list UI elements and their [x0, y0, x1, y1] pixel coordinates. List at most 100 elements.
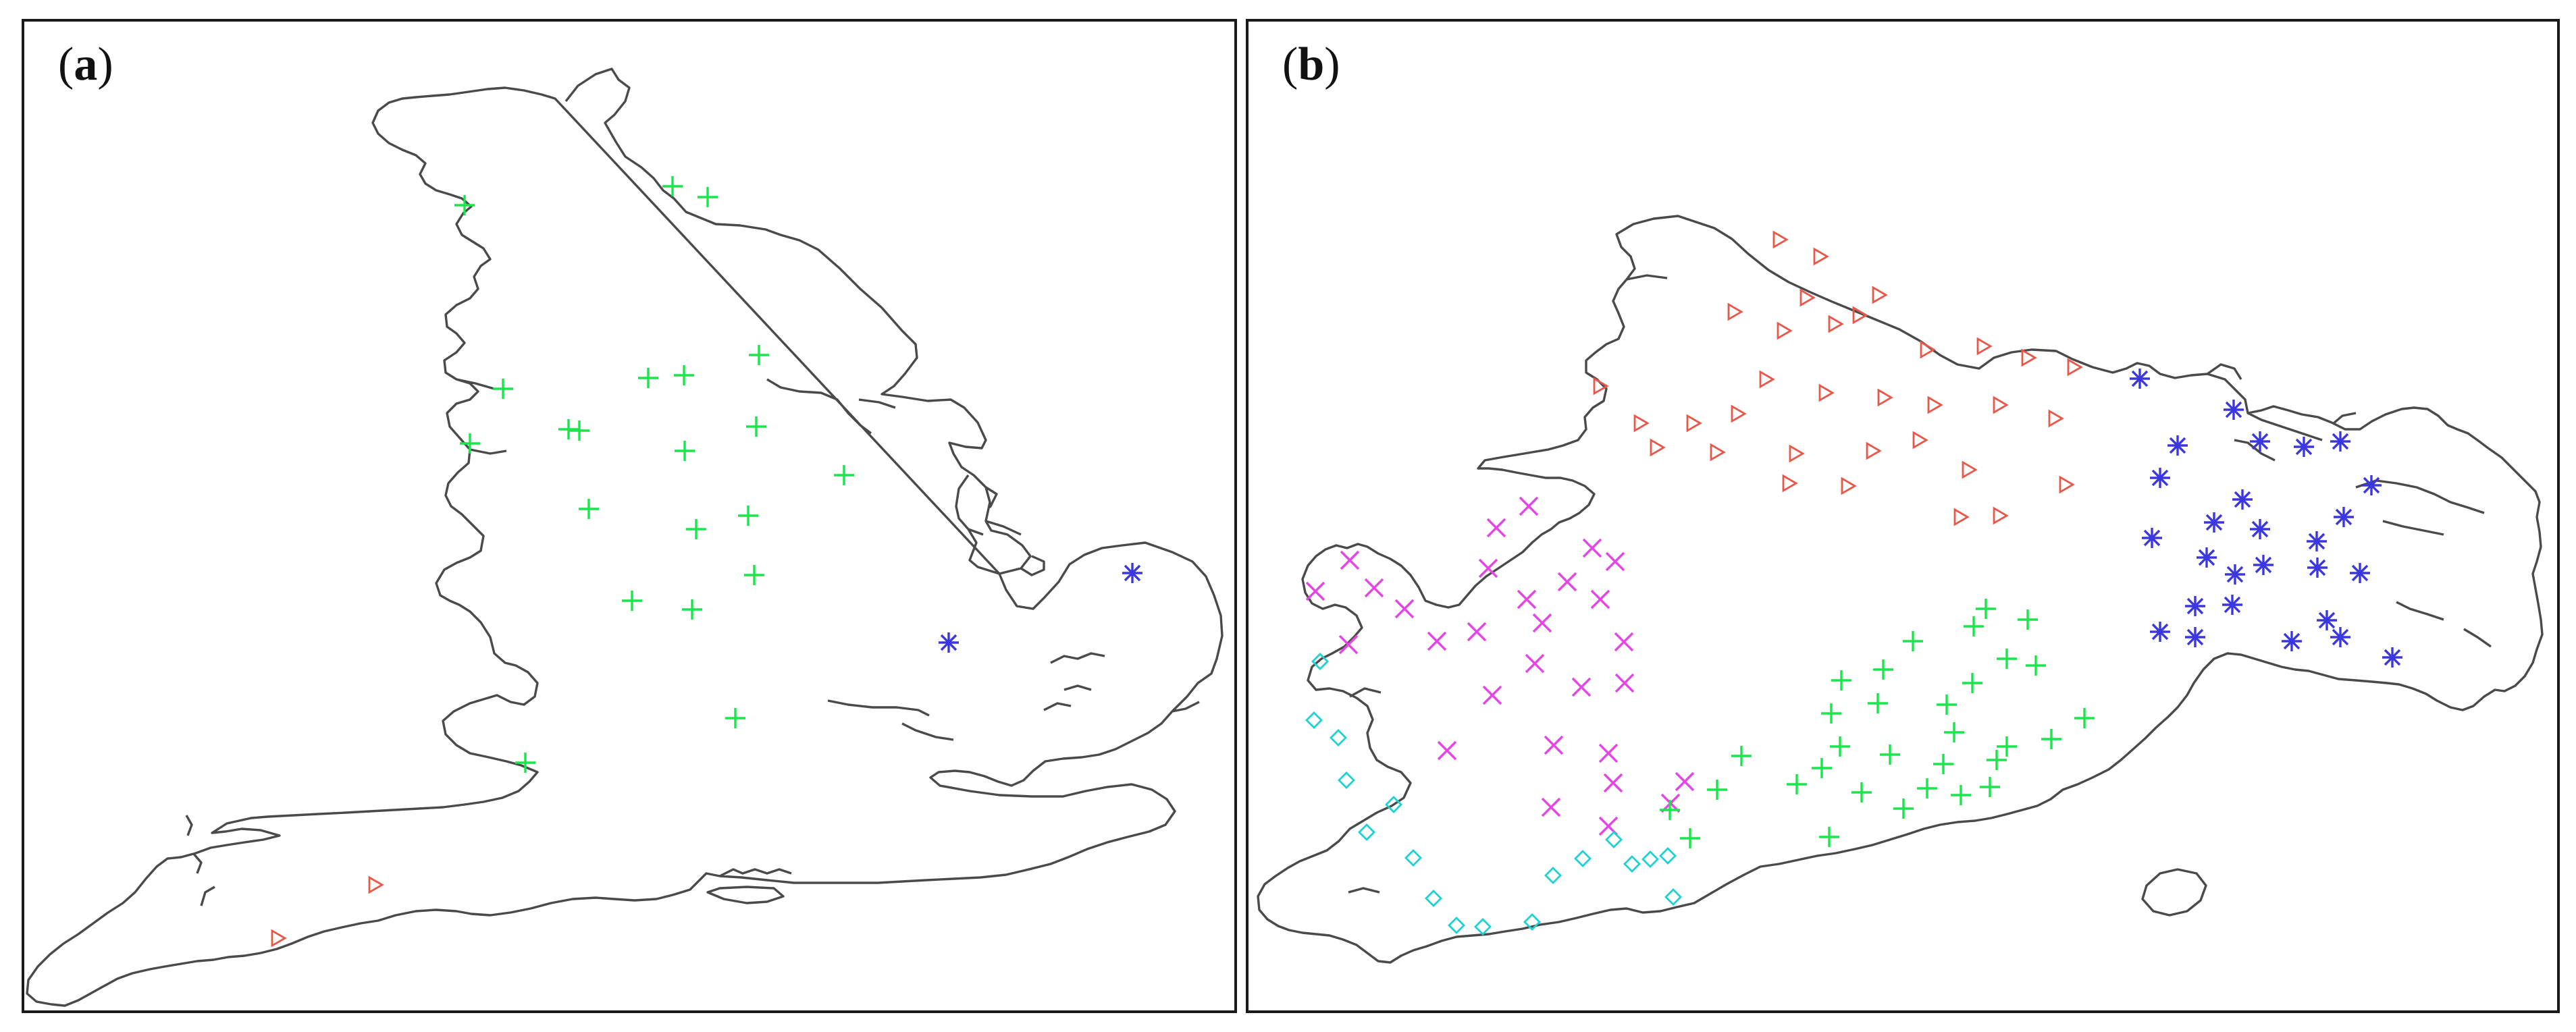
plus-marker — [725, 708, 745, 728]
asterisk-marker — [2225, 564, 2245, 585]
triangle-marker — [1953, 508, 1970, 526]
cross-marker — [1517, 589, 1537, 609]
cross-marker — [1675, 771, 1695, 792]
triangle-marker — [2048, 409, 2064, 428]
plus-marker — [579, 499, 599, 519]
triangle-marker — [1650, 438, 1666, 457]
asterisk-marker — [2317, 610, 2337, 630]
panel-b-label-letter: b — [1298, 38, 1325, 90]
diamond-marker — [1330, 729, 1347, 746]
asterisk-marker — [2222, 595, 2242, 615]
diamond-marker — [1385, 796, 1402, 813]
plus-marker — [1893, 798, 1914, 819]
plus-marker — [1880, 744, 1900, 765]
cross-marker — [1427, 631, 1447, 651]
plus-marker — [749, 345, 769, 365]
plus-marker — [744, 565, 764, 585]
cross-marker — [1590, 589, 1610, 609]
plus-marker — [1997, 649, 2017, 669]
plus-marker — [1821, 703, 1841, 724]
cross-marker — [1338, 634, 1359, 655]
cross-marker — [1532, 613, 1552, 633]
cross-marker — [1603, 773, 1623, 793]
asterisk-marker — [2307, 558, 2328, 578]
triangle-marker — [1759, 370, 1775, 389]
asterisk-marker — [2294, 437, 2314, 457]
triangle-marker — [1872, 286, 1888, 304]
asterisk-marker — [2150, 468, 2170, 488]
asterisk-marker — [2361, 475, 2382, 495]
plus-marker — [569, 420, 589, 441]
plus-marker — [834, 465, 854, 485]
triangle-marker — [1828, 315, 1844, 333]
asterisk-marker — [2197, 547, 2217, 568]
asterisk-marker — [2330, 627, 2350, 647]
triangle-marker — [1866, 441, 1882, 460]
triangle-marker — [1633, 414, 1650, 433]
panel-a-map: (a) — [22, 19, 1237, 1013]
diamond-marker — [1641, 850, 1659, 868]
triangle-marker — [1976, 337, 1993, 356]
plus-marker — [662, 176, 683, 196]
plus-marker — [1831, 670, 1851, 690]
plus-marker — [1917, 778, 1937, 798]
triangle-marker — [1818, 383, 1835, 402]
cross-marker — [1482, 685, 1502, 705]
diamond-marker — [1305, 711, 1323, 729]
plus-marker — [2041, 729, 2061, 749]
cross-marker — [1519, 496, 1539, 516]
cross-marker — [1364, 578, 1384, 598]
plus-marker — [1976, 599, 1996, 619]
diamond-marker — [1474, 918, 1492, 935]
plus-marker — [1707, 780, 1727, 800]
triangle-marker — [2067, 358, 2083, 377]
asterisk-marker — [2167, 435, 2188, 456]
triangle-marker — [2021, 348, 2037, 367]
plus-marker — [558, 419, 579, 439]
triangle-marker — [1727, 302, 1743, 321]
asterisk-marker — [2224, 400, 2244, 420]
triangle-marker — [1777, 321, 1793, 340]
plus-marker — [1937, 695, 1957, 715]
asterisk-marker — [2250, 519, 2270, 539]
plus-marker — [2026, 655, 2046, 676]
asterisk-marker — [2334, 507, 2354, 527]
asterisk-marker — [2232, 489, 2253, 510]
asterisk-marker — [2307, 531, 2327, 551]
triangle-marker — [1852, 306, 1868, 325]
asterisk-marker — [2253, 555, 2273, 575]
cross-marker — [1394, 599, 1415, 619]
plus-marker — [1812, 758, 1832, 778]
plus-marker — [698, 187, 718, 207]
triangle-marker — [1920, 340, 1936, 359]
triangle-marker — [271, 929, 287, 948]
triangle-marker — [1731, 404, 1747, 423]
asterisk-marker — [1122, 563, 1142, 583]
plus-marker — [746, 416, 766, 437]
triangle-marker — [1686, 414, 1702, 433]
diamond-marker — [1523, 913, 1541, 931]
cross-marker — [1544, 735, 1564, 755]
triangle-marker — [1993, 506, 2009, 525]
plus-marker — [1851, 782, 1872, 803]
cross-marker — [1605, 551, 1625, 572]
plus-marker — [2074, 708, 2095, 728]
diamond-marker — [1448, 917, 1465, 934]
plus-marker — [738, 506, 758, 526]
plus-marker — [1964, 616, 1984, 636]
triangle-marker — [1710, 443, 1726, 462]
england-wales-outline-map — [26, 67, 1224, 1007]
plus-marker — [622, 591, 642, 611]
diamond-marker — [1664, 888, 1682, 906]
asterisk-marker — [2185, 627, 2205, 647]
plus-marker — [1962, 673, 1982, 693]
panel-b-label-close: ) — [1324, 38, 1340, 90]
diamond-marker — [1358, 823, 1375, 841]
plus-marker — [686, 519, 706, 539]
plus-marker — [1997, 736, 2017, 757]
diamond-marker — [1659, 847, 1677, 865]
plus-marker — [515, 753, 535, 773]
asterisk-marker — [2204, 512, 2224, 533]
plus-marker — [1731, 746, 1752, 766]
plus-marker — [1660, 800, 1680, 820]
